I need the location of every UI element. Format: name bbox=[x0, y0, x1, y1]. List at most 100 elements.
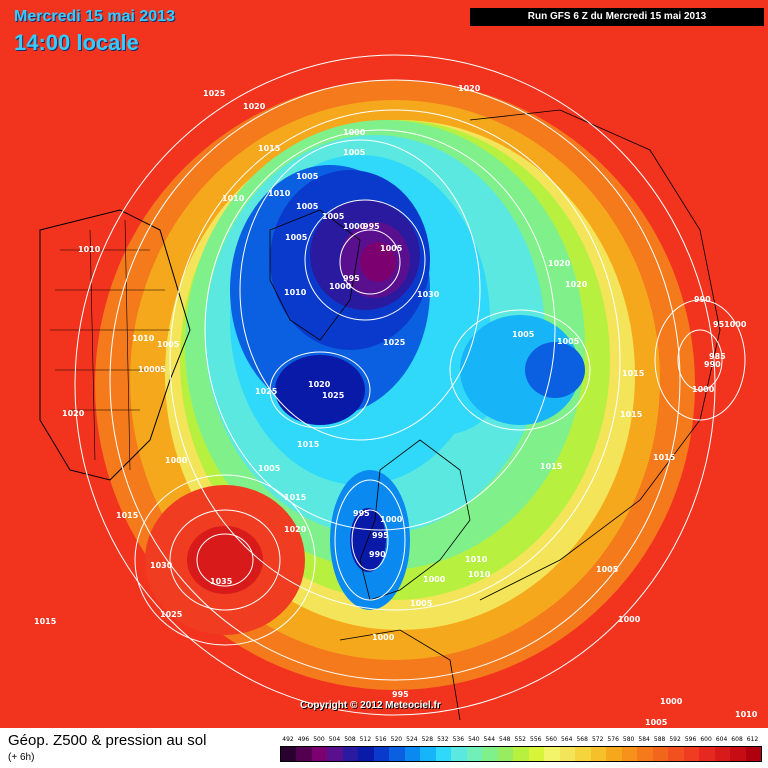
legend-swatch bbox=[559, 747, 576, 761]
legend-swatch bbox=[281, 747, 297, 761]
legend-swatch bbox=[683, 747, 700, 761]
legend-swatch bbox=[745, 747, 762, 761]
isobar-label: 1025 bbox=[203, 89, 226, 98]
isobar-label: 1000 bbox=[423, 575, 446, 584]
legend-label: 496 bbox=[297, 736, 310, 743]
isobar-label: 1035 bbox=[210, 577, 233, 586]
forecast-step: (+ 6h) bbox=[8, 752, 35, 763]
isobar-label: 1005 bbox=[296, 202, 319, 211]
legend-swatch bbox=[497, 747, 514, 761]
isobar-label: 1020 bbox=[565, 280, 588, 289]
legend-label: 580 bbox=[622, 736, 635, 743]
isobar-label: 1005 bbox=[410, 599, 433, 608]
legend-label: 572 bbox=[591, 736, 604, 743]
map-area: 1025 1020 1020 1000 1005 1015 1010 1010 … bbox=[0, 0, 768, 728]
legend-swatch bbox=[590, 747, 607, 761]
legend-swatch bbox=[435, 747, 452, 761]
legend-label: 576 bbox=[607, 736, 619, 743]
isobar-label: 1000 bbox=[660, 697, 683, 706]
isobar-label: 995 bbox=[343, 274, 360, 283]
legend-swatch bbox=[342, 747, 359, 761]
geop-band-516 bbox=[525, 342, 585, 398]
isobar-label: 1005 bbox=[322, 212, 345, 221]
isobar-labels: 1025 1020 1020 1000 1005 1015 1010 1010 … bbox=[34, 84, 758, 727]
geop-band-504 bbox=[275, 355, 365, 425]
chart-footer: Géop. Z500 & pression au sol (+ 6h) 492 4… bbox=[0, 728, 768, 768]
legend-label: 520 bbox=[390, 736, 403, 743]
legend-label: 528 bbox=[421, 736, 434, 743]
isobar-label: 1020 bbox=[284, 525, 307, 534]
legend-swatch bbox=[528, 747, 545, 761]
isobar-label: 1025 bbox=[160, 610, 183, 619]
legend-swatch bbox=[358, 747, 374, 761]
isobar-label: 985 bbox=[709, 352, 726, 361]
isobar-label: 995 bbox=[353, 509, 370, 518]
legend-label: 596 bbox=[684, 736, 697, 743]
legend-label: 524 bbox=[406, 736, 418, 743]
isobar-label: 1005 bbox=[557, 337, 580, 346]
legend-label: 536 bbox=[452, 736, 465, 743]
legend-swatch bbox=[296, 747, 312, 761]
isobar-label: 1005 bbox=[645, 718, 668, 727]
legend-swatch bbox=[373, 747, 390, 761]
isobar-label: 1000 bbox=[372, 633, 395, 642]
legend-label: 492 bbox=[282, 736, 294, 743]
isobar-label: 1015 bbox=[653, 453, 676, 462]
isobar-label: 1005 bbox=[596, 565, 619, 574]
geop-band-high-core bbox=[187, 526, 263, 594]
isobar-label: 1005 bbox=[296, 172, 319, 181]
legend-swatch bbox=[451, 747, 467, 761]
isobar-label: 1010 bbox=[222, 194, 245, 203]
legend-label: 504 bbox=[328, 736, 341, 743]
legend-label: 592 bbox=[669, 736, 681, 743]
isobar-label: 1010 bbox=[465, 555, 488, 564]
coastline-africa bbox=[339, 629, 461, 721]
isobar-label: 1015 bbox=[116, 511, 139, 520]
legend-swatch bbox=[714, 747, 731, 761]
legend-label: 588 bbox=[653, 736, 666, 743]
isobar-label: 995 bbox=[372, 531, 389, 540]
isobar-label: 995 bbox=[392, 690, 409, 699]
legend-swatch bbox=[327, 747, 343, 761]
isobar-label: 1005 bbox=[285, 233, 308, 242]
isobar-lines bbox=[74, 54, 746, 716]
state-boundaries bbox=[50, 219, 170, 471]
legend-label: 500 bbox=[313, 736, 325, 743]
isobar-label: 1000 bbox=[618, 615, 641, 624]
isobar-label: 1005 bbox=[258, 464, 281, 473]
isobar-label: 1020 bbox=[308, 380, 331, 389]
legend-label: 600 bbox=[700, 736, 712, 743]
isobar-label: 1030 bbox=[150, 561, 173, 570]
legend-label: 544 bbox=[483, 736, 496, 743]
isobar-label: 1005 bbox=[380, 244, 403, 253]
isobar-label: 1015 bbox=[284, 493, 307, 502]
isobar-label: 1020 bbox=[243, 102, 266, 111]
isobar-label: 1000 bbox=[380, 515, 403, 524]
isobar-label: 1000 bbox=[329, 282, 352, 291]
legend-label: 508 bbox=[344, 736, 356, 743]
isobar-label: 1005 bbox=[157, 340, 180, 349]
geop-band-low-atlantic bbox=[350, 508, 386, 572]
coastline-greenland bbox=[269, 209, 361, 341]
legend-swatch bbox=[621, 747, 638, 761]
legend-swatch bbox=[699, 747, 715, 761]
legend-swatch bbox=[544, 747, 560, 761]
legend-labels: 492 496 500 504 508 512 516 520 524 528 532 536 540 5… bbox=[280, 736, 768, 746]
model-run-info: Run GFS 6 Z du Mercredi 15 mai 2013 bbox=[470, 8, 764, 26]
isobar-label: 1000 bbox=[165, 456, 188, 465]
isobar-label: 1020 bbox=[548, 259, 571, 268]
isobar-label: 10005 bbox=[138, 365, 166, 374]
isobar-label: 1015 bbox=[620, 410, 643, 419]
isobar-label: 990 bbox=[369, 550, 386, 559]
legend-swatch bbox=[575, 747, 591, 761]
isobar-label: 1010 bbox=[735, 710, 758, 719]
isobar-label: 1010 bbox=[284, 288, 307, 297]
legend-label: 516 bbox=[375, 736, 387, 743]
isobar-label: 1010 bbox=[132, 334, 155, 343]
isobar-label: 1025 bbox=[322, 391, 345, 400]
isobar-label: 1010 bbox=[78, 245, 101, 254]
geop-band-492 bbox=[360, 242, 396, 282]
isobar-label: 1000 bbox=[343, 128, 366, 137]
isobar-label: 1015 bbox=[540, 462, 563, 471]
isobar-label: 990 bbox=[694, 295, 711, 304]
